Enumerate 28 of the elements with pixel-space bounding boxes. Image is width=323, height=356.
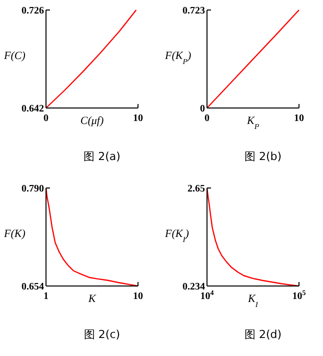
y-axis-title: F(K) xyxy=(3,228,26,240)
x-tick-label: 10 xyxy=(294,113,304,124)
line-series xyxy=(45,187,139,287)
y-axis-title: F(K$_{P}$) xyxy=(164,50,192,66)
y-tick-label: 0.642 xyxy=(22,104,44,114)
line-series xyxy=(45,9,137,109)
y-tick-label: 0.723 xyxy=(182,6,205,16)
x-tick-label: 1 xyxy=(44,291,48,302)
y-tick-label: 0.726 xyxy=(22,6,44,16)
y-tick-label: 0.654 xyxy=(22,282,44,292)
text: 图 2(a) xyxy=(84,150,120,163)
line-series xyxy=(206,9,300,109)
y-tick-label: 0 xyxy=(200,104,205,114)
text: 图 2(d) xyxy=(244,328,282,341)
y-axis-title: F(K$_{I}$) xyxy=(164,228,190,244)
x-axis-title: K$_{P}$ xyxy=(246,115,260,130)
y-axis-title: F(C) xyxy=(3,50,26,62)
y-tick-label: 2.65 xyxy=(188,184,205,194)
text: 图 2(c) xyxy=(84,328,120,341)
x-tick-label: 10 xyxy=(133,291,143,302)
x-tick-label: 10 xyxy=(133,113,143,124)
x-tick-label: 10$^{5}$ xyxy=(292,289,306,302)
text: 图 2(b) xyxy=(244,150,282,163)
line-series xyxy=(206,187,300,287)
y-tick-label: 0.790 xyxy=(22,184,44,194)
x-axis-title: K xyxy=(87,293,96,305)
x-axis-title: C(μf) xyxy=(80,115,104,127)
x-axis-title: K$_{I}$ xyxy=(247,293,258,308)
